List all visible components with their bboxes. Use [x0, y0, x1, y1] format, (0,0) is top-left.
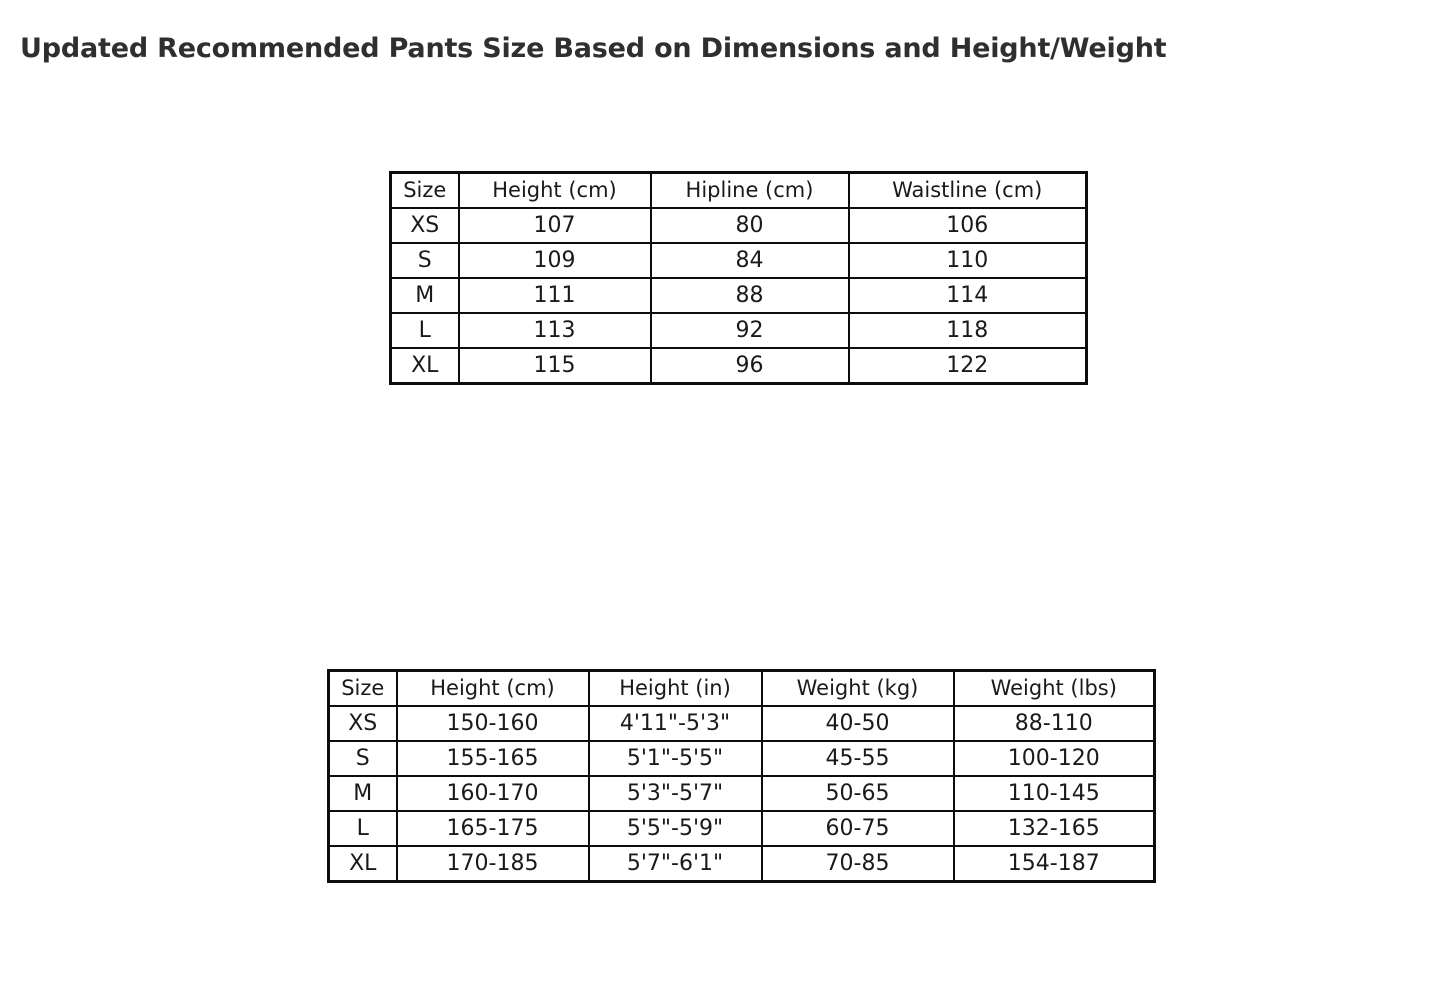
table-row: L 165-175 5'5"-5'9" 60-75 132-165 — [327, 810, 1156, 847]
cell-waistline: 106 — [847, 207, 1088, 244]
pants-dimensions-table: Size Height (cm) Hipline (cm) Waistline … — [389, 171, 1088, 385]
cell-size: M — [389, 277, 460, 314]
column-header-size: Size — [389, 171, 460, 209]
cell-height-in: 4'11"-5'3" — [587, 705, 763, 742]
table-row: M 160-170 5'3"-5'7" 50-65 110-145 — [327, 775, 1156, 812]
cell-weight-lbs: 154-187 — [952, 845, 1156, 883]
cell-height-cm: 170-185 — [395, 845, 590, 883]
table-row: M 111 88 114 — [389, 277, 1088, 314]
cell-hipline: 96 — [649, 347, 850, 385]
table-row: XS 150-160 4'11"-5'3" 40-50 88-110 — [327, 705, 1156, 742]
table-header-row: Size Height (cm) Height (in) Weight (kg)… — [327, 669, 1156, 707]
cell-weight-lbs: 110-145 — [952, 775, 1156, 812]
cell-weight-kg: 60-75 — [760, 810, 955, 847]
cell-size: M — [327, 775, 398, 812]
cell-height-cm: 160-170 — [395, 775, 590, 812]
cell-height-in: 5'5"-5'9" — [587, 810, 763, 847]
cell-height-in: 5'3"-5'7" — [587, 775, 763, 812]
cell-size: XS — [327, 705, 398, 742]
cell-height-in: 5'7"-6'1" — [587, 845, 763, 883]
cell-height: 111 — [457, 277, 652, 314]
table-row: XS 107 80 106 — [389, 207, 1088, 244]
cell-hipline: 80 — [649, 207, 850, 244]
cell-size: S — [327, 740, 398, 777]
table-header-row: Size Height (cm) Hipline (cm) Waistline … — [389, 171, 1088, 209]
cell-height: 107 — [457, 207, 652, 244]
table-row: S 109 84 110 — [389, 242, 1088, 279]
cell-size: L — [389, 312, 460, 349]
cell-weight-kg: 50-65 — [760, 775, 955, 812]
cell-height: 115 — [457, 347, 652, 385]
cell-weight-lbs: 88-110 — [952, 705, 1156, 742]
table-row: L 113 92 118 — [389, 312, 1088, 349]
cell-weight-kg: 40-50 — [760, 705, 955, 742]
column-header-size: Size — [327, 669, 398, 707]
cell-size: XL — [389, 347, 460, 385]
cell-height-cm: 165-175 — [395, 810, 590, 847]
cell-weight-kg: 45-55 — [760, 740, 955, 777]
cell-size: XS — [389, 207, 460, 244]
cell-height-cm: 155-165 — [395, 740, 590, 777]
cell-size: L — [327, 810, 398, 847]
column-header-height-in: Height (in) — [587, 669, 763, 707]
cell-waistline: 110 — [847, 242, 1088, 279]
cell-weight-lbs: 100-120 — [952, 740, 1156, 777]
cell-height: 109 — [457, 242, 652, 279]
column-header-waistline: Waistline (cm) — [847, 171, 1088, 209]
column-header-hipline: Hipline (cm) — [649, 171, 850, 209]
cell-height-in: 5'1"-5'5" — [587, 740, 763, 777]
column-header-weight-lbs: Weight (lbs) — [952, 669, 1156, 707]
cell-size: S — [389, 242, 460, 279]
page-title: Updated Recommended Pants Size Based on … — [20, 33, 1167, 65]
table-row: S 155-165 5'1"-5'5" 45-55 100-120 — [327, 740, 1156, 777]
cell-waistline: 118 — [847, 312, 1088, 349]
cell-waistline: 122 — [847, 347, 1088, 385]
column-header-height: Height (cm) — [457, 171, 652, 209]
cell-weight-kg: 70-85 — [760, 845, 955, 883]
cell-height-cm: 150-160 — [395, 705, 590, 742]
cell-hipline: 84 — [649, 242, 850, 279]
cell-waistline: 114 — [847, 277, 1088, 314]
column-header-height-cm: Height (cm) — [395, 669, 590, 707]
cell-size: XL — [327, 845, 398, 883]
column-header-weight-kg: Weight (kg) — [760, 669, 955, 707]
cell-weight-lbs: 132-165 — [952, 810, 1156, 847]
table-row: XL 170-185 5'7"-6'1" 70-85 154-187 — [327, 845, 1156, 883]
cell-height: 113 — [457, 312, 652, 349]
height-weight-table: Size Height (cm) Height (in) Weight (kg)… — [327, 669, 1156, 883]
table-row: XL 115 96 122 — [389, 347, 1088, 385]
cell-hipline: 92 — [649, 312, 850, 349]
cell-hipline: 88 — [649, 277, 850, 314]
